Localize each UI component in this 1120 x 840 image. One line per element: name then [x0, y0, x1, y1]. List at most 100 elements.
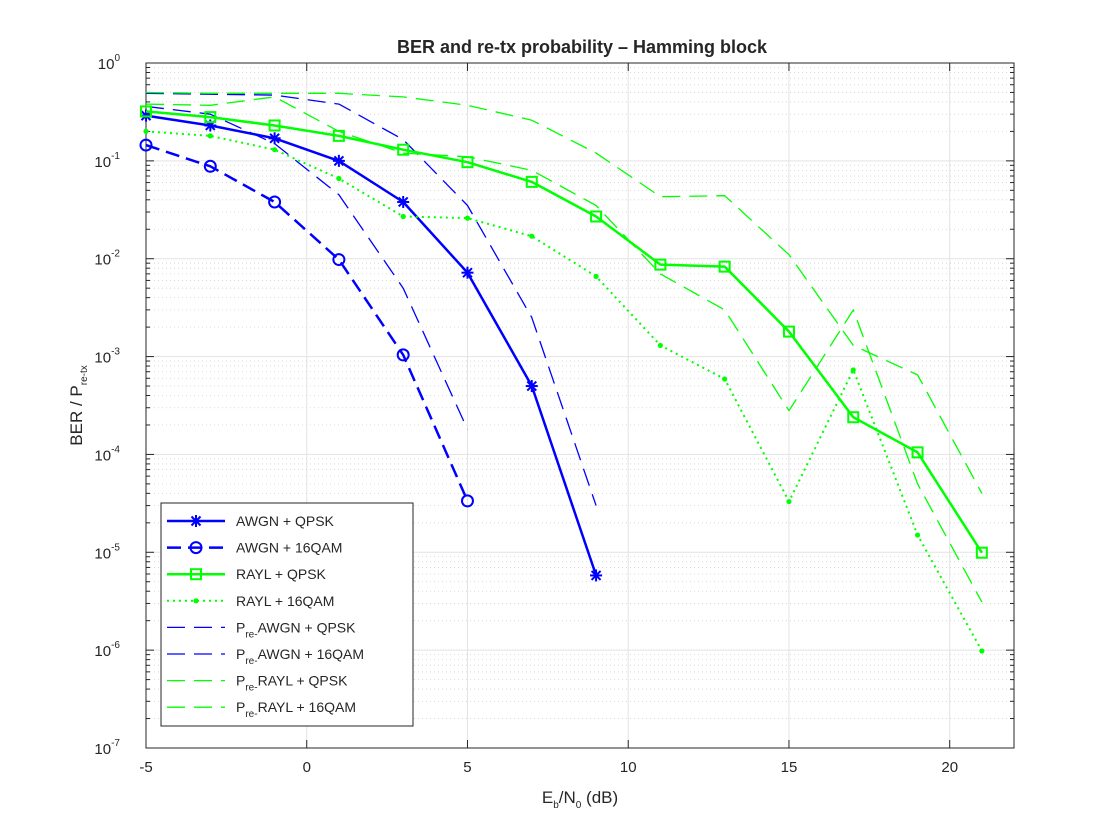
- series-line: [145, 105, 469, 430]
- data-point-dot: [271, 147, 278, 153]
- data-point-square: [911, 446, 924, 459]
- data-point-star: [590, 569, 603, 582]
- legend-label: RAYL + QPSK: [236, 566, 327, 582]
- data-point-circle: [189, 541, 203, 555]
- star-stroke: [590, 570, 602, 581]
- y-tick-label: 10-7: [94, 738, 120, 758]
- x-tick-label: 20: [941, 759, 958, 776]
- legend-item: RAYL + 16QAM: [167, 593, 334, 609]
- series-2: [139, 138, 474, 508]
- data-point-dot: [979, 648, 985, 654]
- data-point-square: [204, 111, 217, 124]
- data-point-star: [190, 515, 202, 527]
- series-line: [145, 92, 597, 506]
- legend: AWGN + QPSK AWGN + 16QAM RAYL + QPSK RAYL +…: [160, 502, 414, 727]
- data-point-square: [140, 105, 152, 118]
- data-point-square: [525, 175, 538, 188]
- data-point-square: [654, 258, 667, 271]
- data-point-dot: [657, 342, 663, 349]
- data-point-star: [525, 380, 538, 393]
- data-point-square: [590, 210, 603, 223]
- legend-item: Pre-RAYL + 16QAM: [167, 699, 356, 720]
- series-line: [145, 130, 983, 652]
- data-point-square: [782, 325, 795, 338]
- legend-item: AWGN + QPSK: [167, 513, 335, 529]
- legend-label: AWGN + QPSK: [236, 513, 335, 529]
- x-tick-label: 5: [463, 759, 471, 776]
- y-tick-label: 100: [98, 53, 121, 73]
- star-stroke: [333, 155, 345, 167]
- legend-label: Pre-AWGN + 16QAM: [236, 646, 364, 667]
- data-point-dot: [193, 598, 199, 604]
- x-tick-label: 10: [620, 759, 637, 776]
- data-point-dot: [914, 532, 921, 538]
- legend-label: AWGN + 16QAM: [236, 540, 342, 556]
- data-point-square: [975, 546, 988, 559]
- legend-label: Pre-RAYL + QPSK: [236, 673, 348, 694]
- y-axis: 100 10-1 10-2 10-3 10-4 10-5 10-6 10-7: [94, 53, 1014, 758]
- x-tick-label: 0: [303, 759, 311, 776]
- legend-item: Pre-AWGN + 16QAM: [167, 646, 364, 667]
- legend-label: RAYL + 16QAM: [236, 593, 334, 609]
- data-point-circle: [203, 159, 217, 173]
- data-point-circle: [139, 138, 153, 152]
- data-point-dot: [722, 376, 728, 382]
- data-point-dot: [529, 233, 535, 239]
- legend-label: Pre-RAYL + 16QAM: [236, 699, 356, 720]
- y-tick-label: 10-5: [94, 542, 120, 562]
- data-point-square: [461, 156, 474, 169]
- axes-frame: [145, 62, 1015, 749]
- x-axis: -5 0 5 10 15 20: [139, 63, 958, 776]
- star-stroke: [269, 133, 280, 144]
- plot-area: -5 0 5 10 15 20 100 10-1 10-2 10-3 10-4 10-5 10-6 10-…: [67, 53, 1015, 811]
- data-point-square: [397, 143, 410, 156]
- y-tick-label: 10-4: [94, 444, 120, 464]
- star-stroke: [190, 515, 202, 527]
- series-5: [145, 92, 597, 506]
- y-tick-label: 10-6: [94, 640, 120, 660]
- y-tick-label: 10-1: [94, 151, 120, 171]
- series-4: [143, 128, 985, 654]
- y-tick-label: 10-3: [94, 347, 120, 367]
- series-line: [145, 143, 469, 502]
- data-point-circle: [396, 348, 410, 362]
- data-point-square: [190, 568, 202, 581]
- data-point-square: [718, 260, 731, 273]
- data-point-dot: [464, 215, 471, 221]
- data-point-dot: [400, 213, 406, 220]
- data-point-star: [461, 266, 474, 279]
- data-point-dot: [143, 128, 149, 134]
- data-point-dot: [593, 273, 599, 279]
- data-point-star: [268, 132, 281, 145]
- data-point-dot: [850, 367, 856, 373]
- series-line: [145, 91, 983, 494]
- data-point-star: [397, 195, 410, 208]
- data-point-square: [847, 411, 860, 424]
- series-3: [140, 105, 988, 559]
- data-point-circle: [460, 494, 474, 508]
- data-point-circle: [268, 195, 282, 209]
- series-7: [145, 91, 983, 494]
- legend-item: Pre-RAYL + QPSK: [167, 673, 348, 694]
- series-line: [145, 96, 983, 603]
- data-point-dot: [207, 133, 213, 139]
- legend-item: Pre-AWGN + QPSK: [167, 619, 356, 640]
- legend-item: RAYL + QPSK: [167, 566, 327, 582]
- x-tick-label: 15: [781, 759, 798, 776]
- data-point-dot: [786, 498, 792, 505]
- series-line: [145, 114, 598, 576]
- data-point-dot: [336, 175, 342, 182]
- star-stroke: [526, 380, 537, 392]
- data-point-square: [332, 129, 345, 142]
- data-point-square: [268, 119, 281, 132]
- star-stroke: [397, 196, 409, 208]
- data-point-circle: [332, 253, 346, 267]
- series-8: [145, 96, 983, 603]
- y-tick-label: 10-2: [94, 249, 120, 269]
- data-point-star: [332, 154, 345, 167]
- star-stroke: [462, 267, 473, 278]
- series-line: [145, 110, 983, 554]
- legend-label: Pre-AWGN + QPSK: [236, 619, 356, 640]
- x-axis-label: Eb/N0 (dB): [542, 788, 618, 811]
